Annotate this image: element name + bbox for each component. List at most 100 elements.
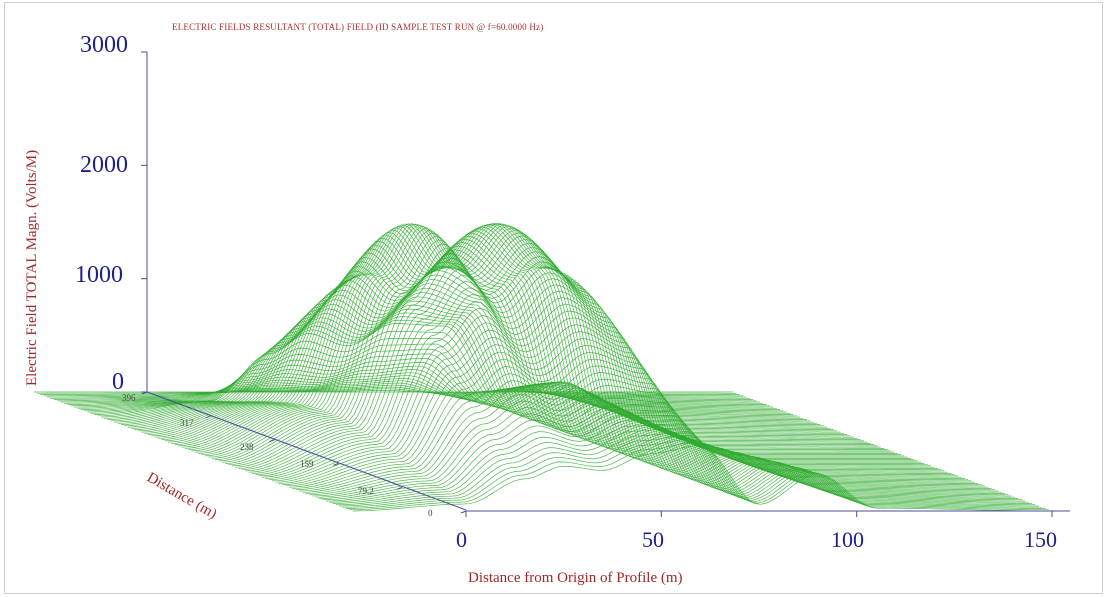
- surface-line: [345, 438, 1046, 509]
- surface-line: [137, 274, 838, 432]
- surface-line: [325, 414, 1026, 502]
- surface-line: [157, 249, 858, 439]
- surface-line: [238, 251, 938, 469]
- surface-line: [225, 235, 925, 464]
- surface-line: [53, 380, 754, 400]
- surface-line: [315, 397, 1016, 498]
- surface-line: [268, 303, 969, 481]
- surface-line: [40, 388, 740, 395]
- x-tick-label-50: 50: [642, 527, 664, 552]
- z-tick-label-79: 79.2: [358, 486, 374, 496]
- surface-line: [339, 431, 1039, 507]
- surface-line: [241, 256, 942, 471]
- z-tick-mark: [397, 486, 403, 490]
- surface-line: [120, 296, 821, 425]
- z-tick-mark: [333, 462, 339, 466]
- surface-line: [174, 232, 874, 445]
- z-tick-mark: [460, 510, 467, 514]
- surface-line: [322, 409, 1022, 501]
- surface-line: [97, 323, 797, 417]
- surface-line: [221, 232, 921, 463]
- surface-line: [114, 304, 814, 423]
- y-tick-label-3000: 3000: [80, 32, 128, 58]
- z-tick-marks: [141, 391, 467, 514]
- surface-line: [309, 385, 1009, 496]
- x-tick-marks: [465, 511, 1053, 517]
- surface-line: [332, 423, 1032, 504]
- surface-line: [305, 378, 1005, 494]
- surface-line: [141, 270, 841, 433]
- surface-line: [194, 223, 895, 453]
- z-axis-label: Distance (m): [144, 470, 219, 523]
- y-tick-label-2000: 2000: [80, 152, 128, 178]
- surface-line: [104, 316, 804, 419]
- z-tick-label-0: 0: [428, 508, 433, 518]
- surface-line: [261, 290, 962, 478]
- x-tick-label-0: 0: [456, 527, 467, 552]
- surface-line: [255, 278, 955, 476]
- x-axis-label: Distance from Origin of Profile (m): [468, 570, 683, 586]
- surface-line: [258, 284, 958, 477]
- surface-line: [275, 317, 975, 483]
- surface-line: [235, 246, 935, 468]
- surface-line: [124, 292, 824, 427]
- surface-line: [188, 225, 888, 450]
- x-tick-label-150: 150: [1024, 527, 1057, 552]
- surface-line: [335, 427, 1036, 506]
- surface-line: [228, 238, 928, 466]
- y-tick-label-0: 0: [112, 369, 124, 395]
- surface-line: [319, 403, 1019, 499]
- surface-line: [144, 265, 844, 434]
- surface-line: [312, 391, 1012, 497]
- z-tick-label-396: 396: [122, 393, 136, 403]
- surface-line: [349, 442, 1049, 511]
- surface-line: [181, 228, 881, 448]
- surface-line: [352, 445, 1052, 512]
- surface-line: [184, 226, 885, 449]
- surface-line: [282, 331, 982, 486]
- surface-line: [100, 319, 801, 418]
- surface-line: [251, 272, 952, 474]
- y-tick-label-1000: 1000: [75, 262, 123, 288]
- surface-line: [288, 345, 989, 488]
- surface-line: [167, 238, 868, 443]
- z-tick-label-317: 317: [180, 418, 194, 428]
- surface-line: [110, 308, 811, 422]
- surface-line: [161, 245, 861, 440]
- surface-line: [292, 351, 992, 489]
- surface-line: [154, 253, 854, 438]
- surface-line: [272, 310, 972, 482]
- surface-line: [127, 287, 827, 428]
- z-tick-label-238: 238: [240, 442, 254, 452]
- surface-line: [147, 261, 848, 435]
- surface-line: [265, 297, 965, 479]
- surface-line: [164, 242, 864, 442]
- surface-line: [50, 382, 750, 399]
- chart-title: ELECTRIC FIELDS RESULTANT (TOTAL) FIELD …: [172, 22, 543, 32]
- surface-line: [117, 300, 817, 424]
- surface-line: [171, 235, 871, 444]
- z-axis-line: [146, 391, 467, 511]
- surface-line: [302, 372, 1002, 493]
- z-tick-label-159: 159: [300, 459, 314, 469]
- y-tick-marks: [141, 51, 147, 393]
- surface-line: [43, 386, 744, 397]
- surface-line: [248, 266, 948, 473]
- y-axis-label: Electric Field TOTAL Magn. (Volts/M): [24, 150, 40, 386]
- surface-mesh: [33, 222, 1052, 512]
- surface-line: [218, 229, 918, 462]
- surface-line: [37, 390, 737, 394]
- surface-line: [342, 435, 1042, 508]
- chart-frame: [4, 2, 1103, 594]
- surface-line: [134, 278, 834, 430]
- x-tick-label-100: 100: [831, 527, 864, 552]
- surface-line: [63, 372, 764, 404]
- z-tick-mark: [141, 391, 148, 395]
- surface-line: [278, 324, 979, 484]
- surface-line: [214, 227, 915, 460]
- surface-line: [329, 419, 1029, 503]
- surface-line: [245, 261, 945, 472]
- surface-line: [295, 358, 995, 491]
- z-tick-mark: [269, 439, 275, 443]
